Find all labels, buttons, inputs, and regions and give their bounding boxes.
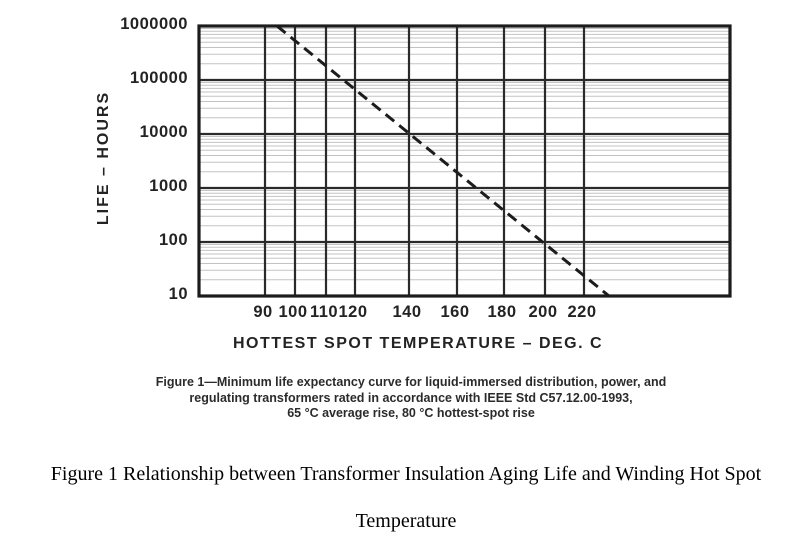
x-tick-label: 220 (567, 303, 597, 321)
figure-caption-line-1: Figure 1—Minimum life expectancy curve f… (155, 375, 667, 389)
y-tick-label: 1000000 (120, 15, 188, 33)
x-tick-label: 100 (278, 303, 308, 321)
x-tick-label: 180 (487, 303, 517, 321)
x-tick-label: 200 (528, 303, 558, 321)
figure-caption-line-3: 65 °C average rise, 80 °C hottest-spot r… (287, 406, 535, 420)
plot-frame (197, 24, 732, 298)
x-tick-label: 140 (392, 303, 422, 321)
y-axis-title: LIFE – HOURS (95, 90, 112, 226)
x-axis-title: HOTTEST SPOT TEMPERATURE – DEG. C (232, 335, 604, 352)
y-tick-label: 10 (168, 285, 188, 303)
life-vs-temperature-chart (197, 24, 732, 298)
x-tick-label: 160 (440, 303, 470, 321)
y-tick-label: 100 (158, 231, 188, 249)
y-tick-label: 1000 (149, 177, 188, 195)
x-tick-label: 90 (253, 303, 273, 321)
document-heading-line-2: Temperature (355, 510, 457, 532)
minimum-life-expectancy-curve (276, 24, 610, 298)
x-tick-label: 110 (309, 303, 339, 321)
y-tick-label: 100000 (129, 69, 188, 87)
x-tick-label: 120 (338, 303, 368, 321)
figure-caption-line-2: regulating transformers rated in accorda… (189, 390, 633, 405)
figure-caption: Figure 1—Minimum life expectancy curve f… (60, 375, 762, 422)
y-tick-label: 10000 (139, 123, 188, 141)
document-heading-line-1: Figure 1 Relationship between Transforme… (50, 463, 762, 485)
